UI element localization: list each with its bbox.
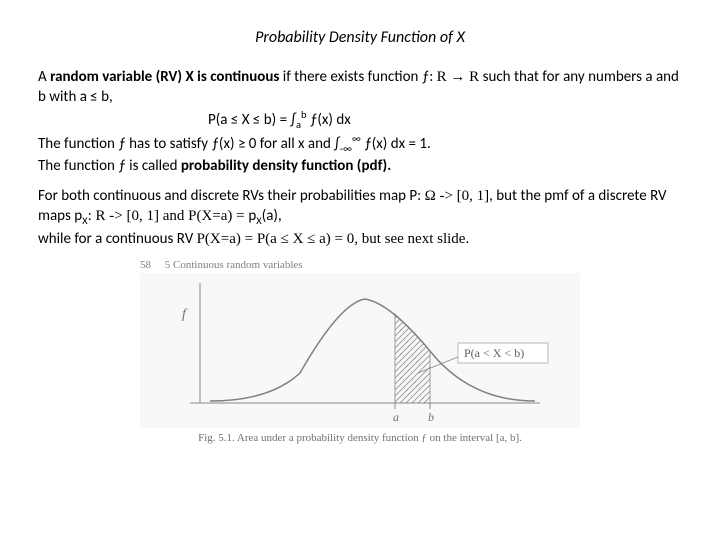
text: A bbox=[38, 68, 50, 86]
chapter-title: 5 Continuous random variables bbox=[165, 259, 303, 271]
eq-text: P(a ≤ X ≤ b) = ∫ bbox=[208, 111, 296, 129]
pdf-figure: 58 5 Continuous random variables a b bbox=[140, 259, 580, 444]
text-serif: and P(X=a) = bbox=[163, 208, 249, 224]
eq-text: ƒ(x) dx bbox=[307, 111, 351, 129]
text: (a), bbox=[262, 207, 282, 225]
equation-line: P(a ≤ X ≤ b) = ∫ab ƒ(x) dx bbox=[38, 108, 682, 132]
text: The function ƒ is called bbox=[38, 157, 181, 175]
plabel-text: P(a < X < b) bbox=[464, 346, 524, 360]
text: while for a continuous RV bbox=[38, 230, 197, 248]
text: ƒ(x) dx = 1. bbox=[361, 135, 431, 153]
pdf-curve-svg: a b f P(a < X < b) bbox=[140, 273, 580, 428]
label-a: a bbox=[393, 410, 399, 424]
text-serif: R → R bbox=[437, 69, 480, 85]
text-bold: random variable (RV) X is continuous bbox=[50, 68, 279, 86]
slide-title: Probability Density Function of X bbox=[38, 28, 682, 47]
text-serif: P(X=a) = P(a ≤ X ≤ a) = 0, but see next … bbox=[197, 231, 470, 247]
page-number: 58 bbox=[140, 259, 151, 271]
slide-content: Probability Density Function of X A rand… bbox=[0, 0, 720, 454]
eq-sup: ∞ bbox=[352, 132, 361, 145]
eq-sub: -∞ bbox=[340, 142, 352, 155]
text-bold: probability density function (pdf). bbox=[181, 157, 391, 175]
text: The function ƒ has to satisfy ƒ(x) ≥ 0 f… bbox=[38, 135, 340, 153]
comparison-paragraph: For both continuous and discrete RVs the… bbox=[38, 186, 682, 249]
text: if there exists function ƒ: bbox=[279, 68, 436, 86]
figure-header: 58 5 Continuous random variables bbox=[140, 259, 580, 271]
label-b: b bbox=[428, 410, 434, 424]
figure-caption: Fig. 5.1. Area under a probability densi… bbox=[140, 432, 580, 444]
definition-paragraph: A random variable (RV) X is continuous i… bbox=[38, 67, 682, 176]
text: For both continuous and discrete RVs the… bbox=[38, 187, 425, 205]
text-serif: : R -> [0, 1] bbox=[88, 208, 163, 224]
text-serif: Ω -> [0, 1] bbox=[425, 188, 490, 204]
